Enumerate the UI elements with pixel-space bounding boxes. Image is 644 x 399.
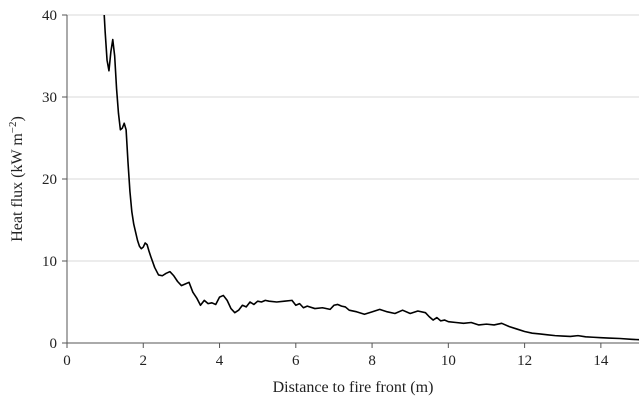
tick-labels: 0 10 20 30 40 0 2 4 6 8 10 12 14 (42, 8, 609, 369)
x-tick-label: 10 (441, 353, 456, 369)
gridlines (67, 14, 639, 262)
x-tick-label: 6 (292, 353, 300, 369)
y-axis-title: Heat flux (kW m−2) (7, 116, 26, 242)
x-tick-label: 8 (368, 353, 376, 369)
x-axis-title: Distance to fire front (m) (273, 379, 434, 396)
y-tick-label: 30 (42, 90, 57, 106)
series-layer (103, 15, 639, 341)
x-tick-label: 0 (63, 353, 71, 369)
heat-flux-series-line (103, 15, 639, 341)
x-tick-label: 12 (517, 353, 532, 369)
y-tick-label: 0 (50, 336, 58, 352)
y-tick-label: 20 (42, 172, 57, 188)
y-axis-title-text: Heat flux (kW m (9, 133, 26, 242)
x-tick-label: 4 (216, 353, 224, 369)
y-tick-label: 40 (42, 8, 57, 24)
y-axis-title-superscript: −2 (7, 122, 19, 134)
axes (62, 14, 639, 348)
x-tick-label: 14 (593, 353, 609, 369)
x-tick-label: 2 (140, 353, 148, 369)
y-axis-title-close: ) (9, 116, 26, 121)
y-tick-label: 10 (42, 254, 57, 270)
